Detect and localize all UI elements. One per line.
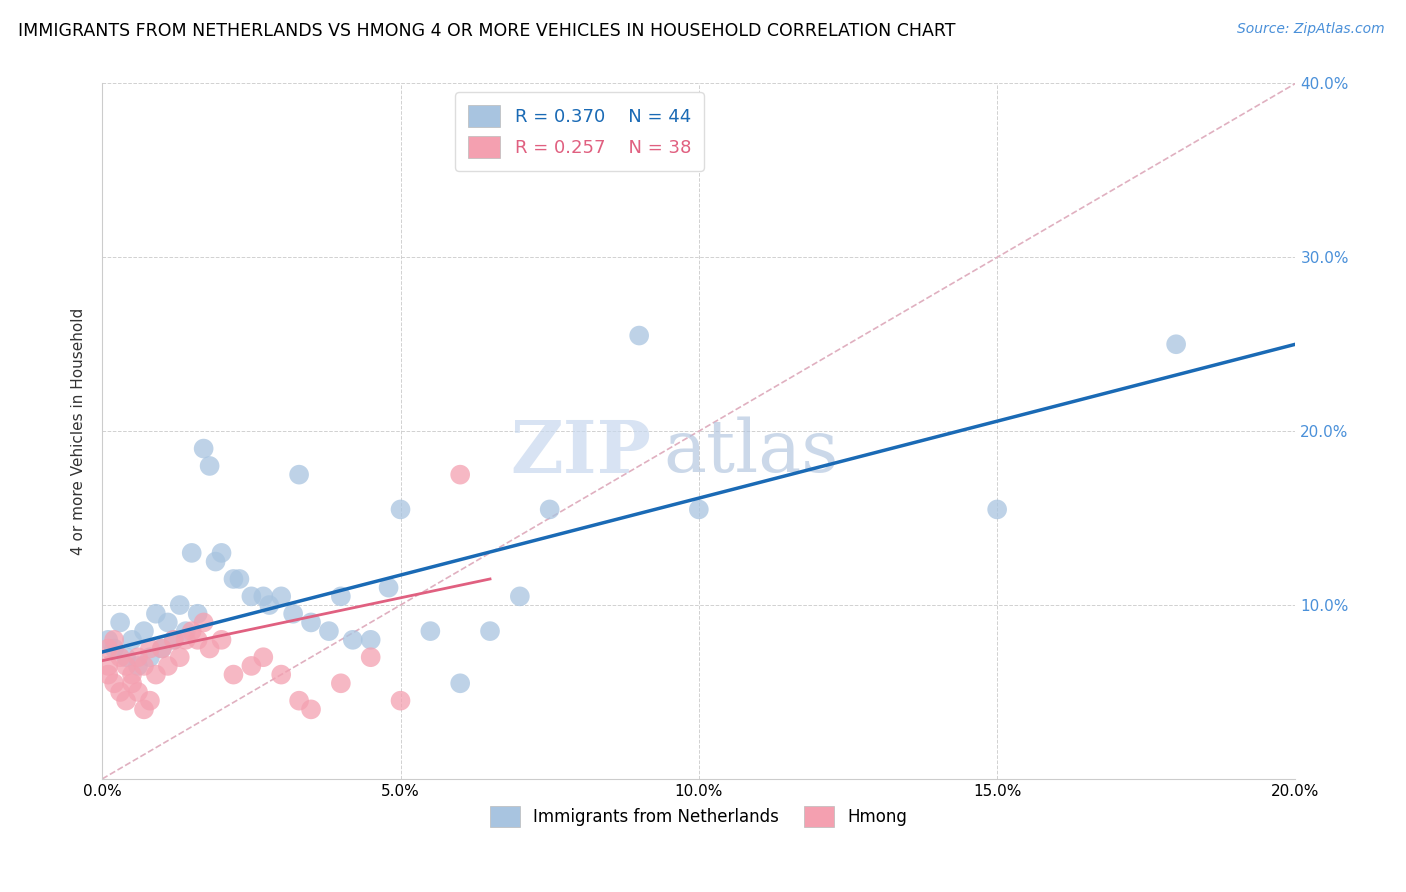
Point	[127, 685, 149, 699]
Point	[145, 607, 167, 621]
Point	[163, 632, 186, 647]
Point	[108, 650, 131, 665]
Point	[115, 650, 138, 665]
Point	[252, 650, 274, 665]
Point	[97, 641, 120, 656]
Point	[132, 659, 155, 673]
Point	[688, 502, 710, 516]
Point	[187, 607, 209, 621]
Point	[270, 590, 292, 604]
Point	[288, 694, 311, 708]
Point	[97, 667, 120, 681]
Point	[299, 702, 322, 716]
Point	[360, 632, 382, 647]
Point	[211, 546, 233, 560]
Point	[193, 615, 215, 630]
Point	[538, 502, 561, 516]
Point	[204, 555, 226, 569]
Point	[389, 694, 412, 708]
Point	[986, 502, 1008, 516]
Point	[103, 632, 125, 647]
Point	[193, 442, 215, 456]
Point	[180, 546, 202, 560]
Point	[132, 702, 155, 716]
Point	[342, 632, 364, 647]
Point	[222, 572, 245, 586]
Point	[299, 615, 322, 630]
Point	[270, 667, 292, 681]
Point	[127, 659, 149, 673]
Point	[121, 676, 143, 690]
Point	[139, 641, 162, 656]
Point	[419, 624, 441, 639]
Legend: Immigrants from Netherlands, Hmong: Immigrants from Netherlands, Hmong	[484, 799, 914, 833]
Point	[156, 615, 179, 630]
Point	[449, 676, 471, 690]
Point	[329, 590, 352, 604]
Point	[628, 328, 651, 343]
Point	[108, 685, 131, 699]
Point	[329, 676, 352, 690]
Point	[115, 694, 138, 708]
Point	[240, 659, 263, 673]
Point	[145, 667, 167, 681]
Point	[318, 624, 340, 639]
Point	[103, 641, 125, 656]
Text: atlas: atlas	[664, 417, 838, 487]
Point	[103, 676, 125, 690]
Point	[240, 590, 263, 604]
Point	[169, 598, 191, 612]
Point	[288, 467, 311, 482]
Point	[259, 598, 281, 612]
Point	[97, 632, 120, 647]
Point	[252, 590, 274, 604]
Point	[449, 467, 471, 482]
Point	[360, 650, 382, 665]
Point	[139, 650, 162, 665]
Point	[150, 641, 173, 656]
Point	[174, 632, 197, 647]
Text: ZIP: ZIP	[510, 417, 651, 488]
Point	[389, 502, 412, 516]
Point	[187, 632, 209, 647]
Point	[97, 659, 120, 673]
Point	[156, 659, 179, 673]
Point	[115, 659, 138, 673]
Text: Source: ZipAtlas.com: Source: ZipAtlas.com	[1237, 22, 1385, 37]
Point	[139, 694, 162, 708]
Point	[198, 641, 221, 656]
Point	[169, 650, 191, 665]
Text: IMMIGRANTS FROM NETHERLANDS VS HMONG 4 OR MORE VEHICLES IN HOUSEHOLD CORRELATION: IMMIGRANTS FROM NETHERLANDS VS HMONG 4 O…	[18, 22, 956, 40]
Point	[377, 581, 399, 595]
Point	[127, 650, 149, 665]
Point	[174, 624, 197, 639]
Point	[108, 615, 131, 630]
Point	[479, 624, 502, 639]
Point	[198, 458, 221, 473]
Point	[180, 624, 202, 639]
Point	[163, 632, 186, 647]
Point	[211, 632, 233, 647]
Point	[121, 632, 143, 647]
Point	[150, 641, 173, 656]
Y-axis label: 4 or more Vehicles in Household: 4 or more Vehicles in Household	[72, 308, 86, 555]
Point	[222, 667, 245, 681]
Point	[281, 607, 304, 621]
Point	[132, 624, 155, 639]
Point	[509, 590, 531, 604]
Point	[1166, 337, 1188, 351]
Point	[228, 572, 250, 586]
Point	[121, 667, 143, 681]
